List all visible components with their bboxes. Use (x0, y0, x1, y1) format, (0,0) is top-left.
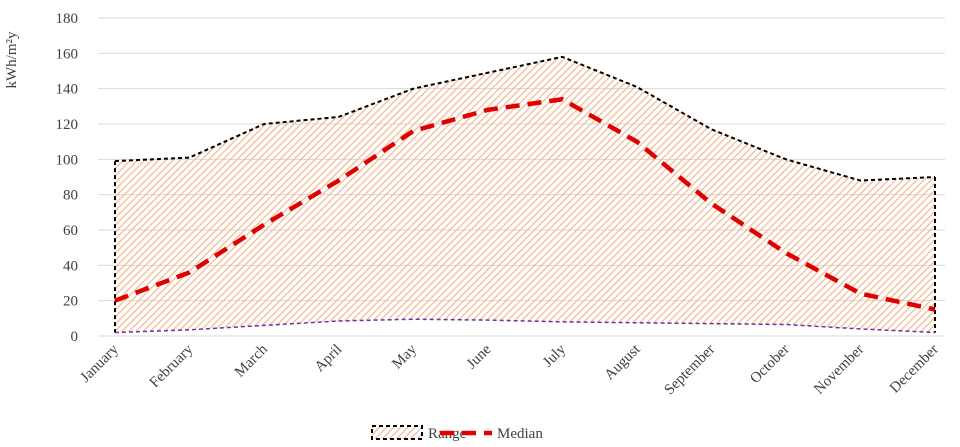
y-tick-label: 160 (56, 46, 79, 62)
x-tick-label: July (540, 341, 569, 370)
range-area (115, 56, 935, 333)
legend-swatch (371, 425, 423, 440)
range-upper-line (114, 55, 936, 182)
y-tick-label: 40 (63, 258, 78, 274)
x-tick-label: January (78, 341, 123, 386)
legend-label: Median (497, 426, 543, 442)
x-tick-label: December (887, 342, 942, 397)
x-tick-label: November (811, 342, 867, 398)
y-axis-label: kWh/m²y (4, 31, 20, 88)
y-tick-label: 80 (63, 188, 78, 204)
x-tick-label: May (389, 341, 420, 372)
y-tick-label: 60 (63, 223, 78, 239)
y-tick-label: 100 (56, 152, 79, 168)
range-lower-line (114, 318, 936, 334)
y-tick-label: 180 (56, 11, 79, 27)
y-tick-label: 0 (71, 329, 79, 345)
y-tick-label: 140 (56, 82, 79, 98)
y-tick-label: 120 (56, 117, 79, 133)
x-tick-label: February (147, 341, 197, 391)
median-line (114, 96, 936, 312)
x-tick-label: March (232, 341, 271, 380)
x-tick-label: September (662, 342, 719, 399)
y-tick-label: 20 (63, 294, 78, 310)
x-tick-label: October (747, 342, 792, 387)
x-tick-label: August (602, 341, 645, 384)
x-tick-label: June (464, 341, 495, 372)
x-tick-label: April (312, 342, 346, 376)
